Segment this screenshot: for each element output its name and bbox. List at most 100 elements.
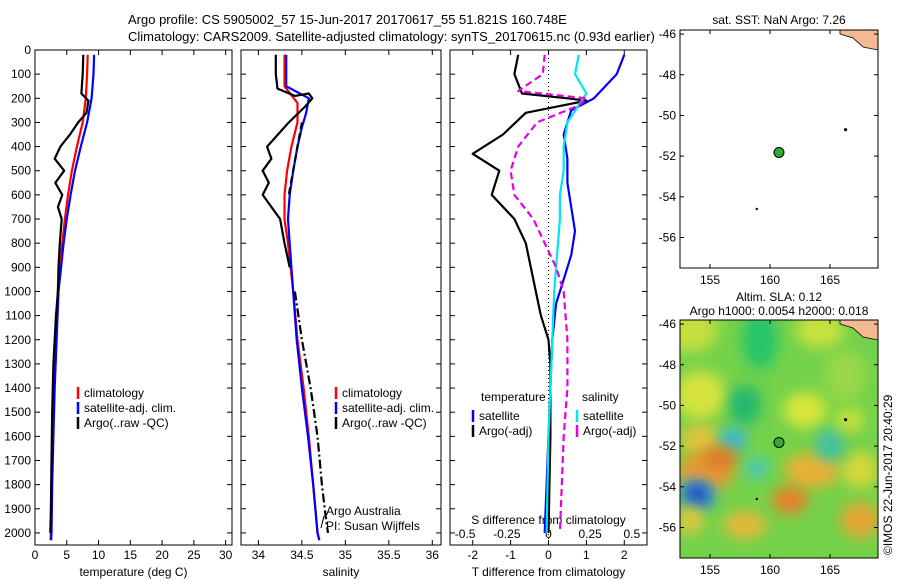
sla-blob [688, 487, 706, 503]
island-marker [844, 418, 848, 422]
legend-label: climatology [84, 386, 144, 400]
legend-label: Argo(..raw -QC) [84, 416, 169, 430]
y-tick-label: 1000 [4, 284, 31, 298]
x-tick-label: 160 [760, 563, 780, 577]
y-tick-label: 1100 [5, 309, 31, 323]
y-tick-label: 0 [24, 43, 31, 57]
x-tick-label: 35 [339, 548, 353, 562]
sla-blob [729, 385, 761, 425]
legend-label: climatology [342, 386, 402, 400]
legend-label: satellite-adj. clim. [342, 401, 434, 415]
series-line [49, 54, 90, 533]
sla_map-frame [679, 319, 879, 559]
y-tick-label: 500 [11, 164, 31, 178]
x-top-tick-label: -0.5 [455, 527, 476, 541]
annotation-pointer [320, 515, 325, 529]
y-tick-label: 200 [11, 91, 31, 105]
y-tick-label: 1700 [4, 453, 31, 467]
header-line-1: Argo profile: CS 5905002_57 15-Jun-2017 … [128, 12, 567, 27]
series-line [471, 54, 588, 533]
float-position-marker [773, 436, 785, 448]
island-marker [844, 128, 848, 132]
y-tick-label: 1300 [4, 357, 31, 371]
y-tick-label: -54 [659, 480, 677, 494]
sst_map-panel: 155 160 165 -46 -48 -50 -52 -54 -56 [659, 27, 879, 287]
legend-header: temperature [481, 390, 546, 404]
sla-blob [842, 452, 878, 488]
salinity-panel: 34 34.5 35 35.5 36 salinity climatologysatelli… [240, 49, 442, 579]
y-tick-label: -50 [659, 398, 677, 412]
sst_map-frame [679, 29, 879, 269]
y-tick-label: 800 [11, 236, 31, 250]
annotation: PI: Susan Wijffels [326, 519, 420, 533]
x-tick-label: 2 [621, 548, 628, 562]
y-tick-label: -54 [659, 190, 677, 204]
sla-blob [680, 424, 720, 456]
legend-label: Argo(..raw -QC) [342, 416, 427, 430]
sla_map-panel: 155 160 165 -46 -48 -50 -52 -54 -56 [659, 317, 879, 577]
temperature-xlabel: temperature (deg C) [79, 565, 187, 579]
x-top-tick-label: 0.5 [624, 527, 641, 541]
land-shape [839, 30, 878, 51]
x-tick-label: 155 [700, 563, 720, 577]
sst_map-content [680, 30, 878, 268]
series-line [509, 54, 588, 533]
sla-blob [680, 371, 726, 419]
x-tick-label: 25 [187, 548, 201, 562]
x-tick-label: 1 [583, 548, 590, 562]
x-tick-label: 20 [155, 548, 169, 562]
y-tick-label: -48 [659, 358, 677, 372]
x-top-tick-label: 0.25 [578, 527, 602, 541]
x-tick-label: 36 [426, 548, 440, 562]
series-line [287, 122, 303, 196]
credit-text: ©IMOS 22-Jun-2017 20:40:29 [881, 394, 895, 555]
y-tick-label: 2000 [4, 526, 31, 540]
legend-label: Argo(-adj) [479, 424, 532, 438]
sla-blob [745, 458, 769, 478]
sla-blob [680, 320, 718, 352]
land-shape [839, 320, 878, 341]
y-tick-label: 1400 [4, 381, 31, 395]
header-line-2: Climatology: CARS2009. Satellite-adjuste… [128, 29, 655, 44]
salinity-xlabel: salinity [323, 565, 360, 579]
y-tick-label: 900 [11, 260, 31, 274]
y-tick-label: -56 [659, 520, 677, 534]
x-tick-label: 30 [219, 548, 233, 562]
differences-xlabel: T difference from climatology [472, 565, 626, 579]
x-top-tick-label: -0.25 [493, 527, 521, 541]
y-tick-label: -46 [659, 27, 677, 41]
x-tick-label: 165 [820, 563, 840, 577]
x-tick-label: 0 [32, 548, 39, 562]
legend-header: salinity [582, 390, 619, 404]
y-tick-label: 700 [11, 212, 31, 226]
temperature-frame [34, 49, 233, 546]
y-tick-label: 300 [11, 115, 31, 129]
y-tick-label: 1600 [4, 429, 31, 443]
y-tick-label: -56 [659, 230, 677, 244]
differences-panel: -2 -1 0 1 2 T difference from climatology -0.5… [449, 49, 648, 579]
island-marker [755, 207, 758, 211]
y-tick-label: 1900 [4, 502, 31, 516]
y-tick-label: 100 [11, 67, 31, 81]
sla-blob [783, 392, 827, 428]
sla-map-title: Altim. SLA: 0.12 [736, 290, 822, 304]
y-tick-label: -46 [659, 317, 677, 331]
legend-label: satellite [583, 409, 624, 423]
y-tick-label: 1800 [4, 478, 31, 492]
temperature-panel: 0 5 10 15 20 25 300100200300400500600700800900… [4, 43, 232, 579]
sla-map-subtitle: Argo h1000: 0.0054 h2000: 0.018 [690, 304, 869, 318]
y-tick-label: -48 [659, 68, 677, 82]
float-position-marker [773, 146, 785, 158]
sla-blob [825, 349, 865, 401]
x-tick-label: 35.5 [377, 548, 401, 562]
y-tick-label: -52 [659, 439, 677, 453]
series-line [50, 54, 96, 541]
x-tick-label: 15 [124, 548, 138, 562]
sla-blob [840, 502, 878, 538]
legend-label: satellite [479, 409, 520, 423]
sla-blob [719, 428, 747, 452]
sla-blob [816, 429, 844, 461]
sla-blob [702, 446, 738, 470]
sst-map-title: sat. SST: NaN Argo: 7.26 [712, 13, 846, 27]
